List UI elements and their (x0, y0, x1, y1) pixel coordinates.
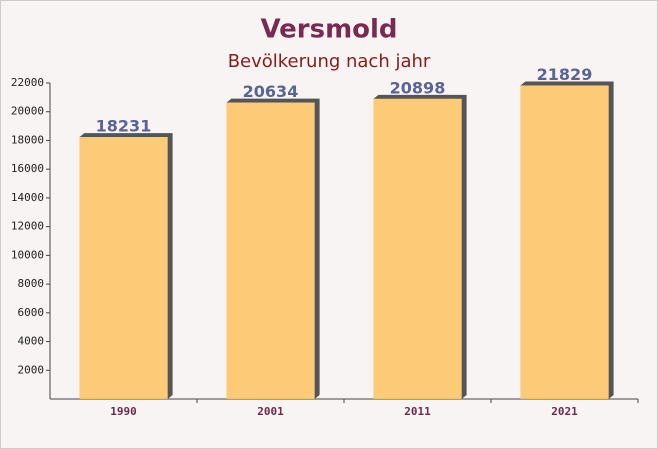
chart-subtitle: Bevölkerung nach jahr (228, 51, 431, 72)
y-tick-label: 12000 (11, 220, 44, 233)
bar (373, 98, 462, 399)
y-tick-label: 16000 (11, 162, 44, 175)
y-tick-label: 14000 (11, 191, 44, 204)
value-label: 18231 (96, 117, 152, 136)
x-tick-label: 2011 (404, 405, 431, 418)
x-tick-label: 2021 (551, 405, 578, 418)
y-tick-label: 20000 (11, 105, 44, 118)
y-tick-label: 6000 (18, 306, 45, 319)
y-tick-label: 22000 (11, 76, 44, 89)
chart-title: Versmold (260, 15, 397, 45)
value-label: 20634 (243, 82, 299, 101)
y-tick-label: 18000 (11, 133, 44, 146)
y-tick-label: 10000 (11, 248, 44, 261)
y-tick-label: 8000 (18, 277, 45, 290)
x-tick-label: 2001 (257, 405, 284, 418)
value-label: 20898 (390, 78, 446, 97)
x-tick-label: 1990 (110, 405, 137, 418)
y-tick-label: 2000 (18, 363, 45, 376)
y-tick-label: 4000 (18, 335, 45, 348)
bar (226, 102, 315, 399)
value-label: 21829 (537, 65, 593, 84)
bar (520, 85, 609, 400)
bar (79, 137, 168, 400)
